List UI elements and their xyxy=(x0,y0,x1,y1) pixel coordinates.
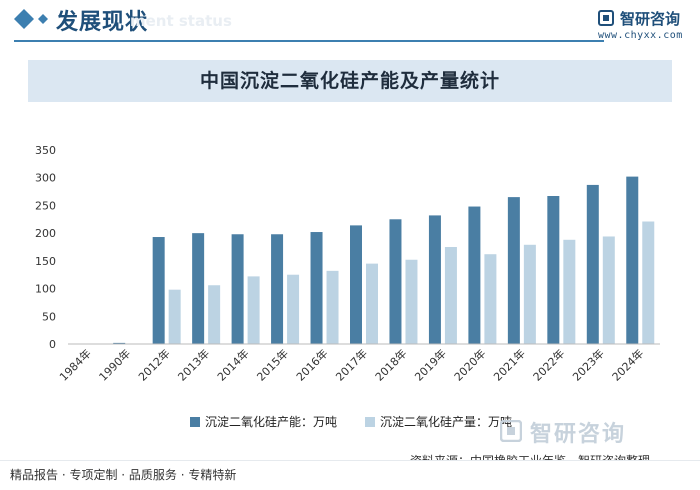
diamond-small-icon xyxy=(38,14,48,24)
x-tick-label: 1990年 xyxy=(96,346,133,383)
y-tick-label: 50 xyxy=(42,310,56,323)
bar-capacity xyxy=(310,232,323,344)
x-tick-label: 2021年 xyxy=(491,346,528,383)
legend-item-output: 沉淀二氧化硅产量：万吨 xyxy=(365,413,512,431)
y-tick-label: 0 xyxy=(49,338,56,351)
footer-bar xyxy=(0,461,700,490)
bar-capacity xyxy=(271,234,284,344)
bar-output xyxy=(326,270,339,344)
bar-capacity xyxy=(389,219,402,344)
brand-logo-icon xyxy=(598,10,614,26)
bar-output xyxy=(602,236,615,344)
y-tick-label: 100 xyxy=(35,283,56,296)
legend-label-output: 沉淀二氧化硅产量：万吨 xyxy=(380,415,513,429)
bar-capacity xyxy=(231,234,244,344)
diamond-icon xyxy=(14,9,34,29)
legend-swatch-output xyxy=(365,417,375,427)
x-tick-label: 2015年 xyxy=(254,346,291,383)
x-tick-label: 2017年 xyxy=(333,346,370,383)
x-tick-label: 2020年 xyxy=(451,346,488,383)
bar-capacity xyxy=(547,196,560,344)
chart-title-box: 中国沉淀二氧化硅产能及产量统计 xyxy=(28,60,672,102)
x-tick-label: 2014年 xyxy=(214,346,251,383)
bar-capacity xyxy=(468,206,481,344)
x-tick-label: 2012年 xyxy=(135,346,172,383)
brand: 智研咨询 www.chyxx.com xyxy=(598,6,698,46)
header-rule xyxy=(14,40,604,42)
watermark-logo-icon xyxy=(500,420,522,442)
bar-output xyxy=(287,274,300,344)
y-tick-label: 150 xyxy=(35,255,56,268)
y-tick-label: 300 xyxy=(35,172,56,185)
bar-capacity xyxy=(507,197,520,344)
footer-rule xyxy=(0,460,700,461)
bar-output xyxy=(563,239,576,344)
watermark-logo-name: 智研咨询 xyxy=(530,422,627,447)
bar-output xyxy=(484,254,497,344)
bar-capacity xyxy=(152,237,165,344)
header: 发展现状 ment status xyxy=(0,0,700,44)
x-tick-label: 2024年 xyxy=(609,346,646,383)
legend-item-capacity: 沉淀二氧化硅产能：万吨 xyxy=(190,413,337,431)
x-tick-label: 2016年 xyxy=(293,346,330,383)
section-subtitle-en: ment status xyxy=(130,12,232,30)
bar-output xyxy=(168,289,181,344)
bar-capacity xyxy=(350,225,362,344)
brand-url: www.chyxx.com xyxy=(598,30,683,41)
x-tick-label: 2013年 xyxy=(175,346,212,383)
legend-swatch-capacity xyxy=(190,417,200,427)
bar-output xyxy=(208,285,221,344)
x-tick-label: 2019年 xyxy=(412,346,449,383)
y-tick-label: 200 xyxy=(35,227,56,240)
x-tick-label: 2018年 xyxy=(372,346,409,383)
bar-output xyxy=(523,244,536,344)
footer-tagline: 精品报告 · 专项定制 · 品质服务 · 专精特新 xyxy=(10,468,237,482)
y-tick-label: 250 xyxy=(35,199,56,212)
bar-capacity xyxy=(626,176,639,344)
bar-output xyxy=(366,263,378,344)
chart-title: 中国沉淀二氧化硅产能及产量统计 xyxy=(199,70,500,92)
x-tick-label: 2023年 xyxy=(569,346,606,383)
x-tick-label: 1984年 xyxy=(56,346,93,383)
brand-name: 智研咨询 xyxy=(620,10,681,28)
bar-capacity xyxy=(192,233,205,344)
bar-output xyxy=(405,259,418,344)
bar-capacity xyxy=(586,184,599,344)
y-tick-label: 350 xyxy=(35,144,56,157)
bar-chart: 0 50 100 150 200 250 300 350 1984年 1990年 2012年 2013… xyxy=(35,144,660,384)
chart-legend: 沉淀二氧化硅产能：万吨 沉淀二氧化硅产量：万吨 xyxy=(190,413,570,431)
legend-label-capacity: 沉淀二氧化硅产能：万吨 xyxy=(205,415,338,429)
bar-output xyxy=(247,276,260,344)
bar-capacity xyxy=(428,215,441,344)
section-title: 发展现状 xyxy=(56,10,149,35)
bar-output xyxy=(444,247,457,344)
bar-output xyxy=(642,221,655,344)
bar-capacity xyxy=(113,342,126,344)
x-tick-label: 2022年 xyxy=(530,346,567,383)
footer-watermark-logo: 智研咨询 xyxy=(500,416,690,447)
